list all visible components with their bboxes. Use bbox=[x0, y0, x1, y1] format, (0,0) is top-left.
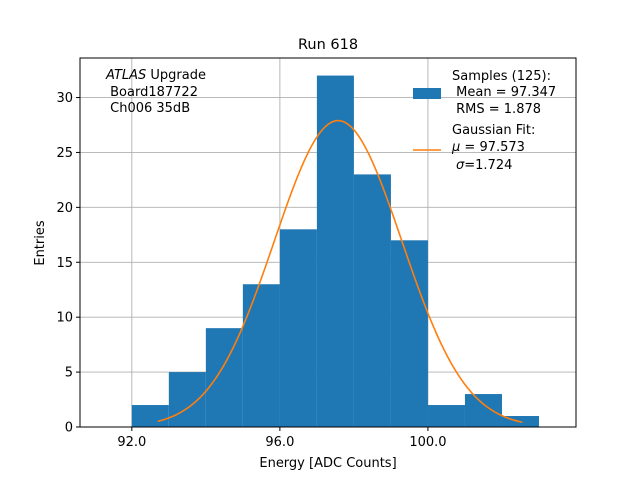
legend-sigma-value: =1.724 bbox=[464, 158, 512, 173]
histogram-bar bbox=[242, 284, 280, 427]
gaussian-fit-curve bbox=[157, 119, 523, 424]
legend-mu-symbol: μ bbox=[451, 140, 460, 155]
annotation-channel: Ch006 35dB bbox=[106, 101, 190, 116]
legend-samples: Samples (125): bbox=[452, 69, 551, 84]
y-tick-label: 0 bbox=[65, 421, 73, 436]
histogram-bar bbox=[168, 372, 206, 427]
legend-rms: RMS = 1.878 bbox=[452, 102, 541, 117]
histogram-bar bbox=[427, 405, 465, 427]
legend-histogram-swatch bbox=[413, 88, 441, 99]
x-tick-label: 92.0 bbox=[117, 435, 146, 450]
x-tick-label: 100.0 bbox=[409, 435, 446, 450]
legend-mu-value: = 97.573 bbox=[460, 140, 525, 155]
svg-text:ATLAS Upgrade: ATLAS Upgrade bbox=[105, 68, 206, 83]
y-tick-label: 20 bbox=[56, 201, 73, 216]
histogram-bar bbox=[390, 240, 428, 427]
annotation-text: ATLAS Upgrade Board187722 Ch006 35dB bbox=[105, 68, 206, 116]
histogram-bars bbox=[131, 75, 539, 428]
y-tick-label: 15 bbox=[56, 256, 73, 271]
annotation-atlas: ATLAS bbox=[105, 68, 146, 83]
svg-text:σ=1.724: σ=1.724 bbox=[456, 158, 512, 173]
histogram-bar bbox=[316, 75, 354, 428]
y-tick-label: 10 bbox=[56, 311, 73, 326]
y-tick-label: 25 bbox=[56, 146, 73, 161]
x-axis-ticks: 92.0 96.0 100.0 bbox=[117, 427, 447, 450]
chart-title: Run 618 bbox=[298, 37, 358, 53]
histogram-bar bbox=[464, 394, 502, 427]
legend-mean: Mean = 97.347 bbox=[452, 85, 556, 100]
legend-gaussian-fit: Gaussian Fit: bbox=[452, 123, 535, 138]
x-tick-label: 96.0 bbox=[265, 435, 294, 450]
plot-frame bbox=[79, 57, 577, 428]
svg-text:μ = 97.573: μ = 97.573 bbox=[451, 140, 525, 155]
histogram-bar bbox=[353, 174, 391, 427]
y-axis-ticks: 0 5 10 15 20 25 30 bbox=[56, 91, 80, 436]
annotation-board: Board187722 bbox=[106, 85, 198, 100]
histogram-bar bbox=[205, 328, 243, 427]
x-axis-label: Energy [ADC Counts] bbox=[259, 456, 396, 471]
legend: Samples (125): Mean = 97.347 RMS = 1.878… bbox=[413, 69, 556, 173]
y-tick-label: 5 bbox=[65, 366, 73, 381]
annotation-upgrade: Upgrade bbox=[146, 68, 206, 83]
histogram-bar bbox=[279, 229, 317, 427]
y-axis-label: Entries bbox=[33, 220, 48, 266]
legend-sigma-symbol: σ bbox=[456, 158, 465, 173]
histogram-bar bbox=[131, 405, 169, 427]
y-tick-label: 30 bbox=[56, 91, 73, 106]
